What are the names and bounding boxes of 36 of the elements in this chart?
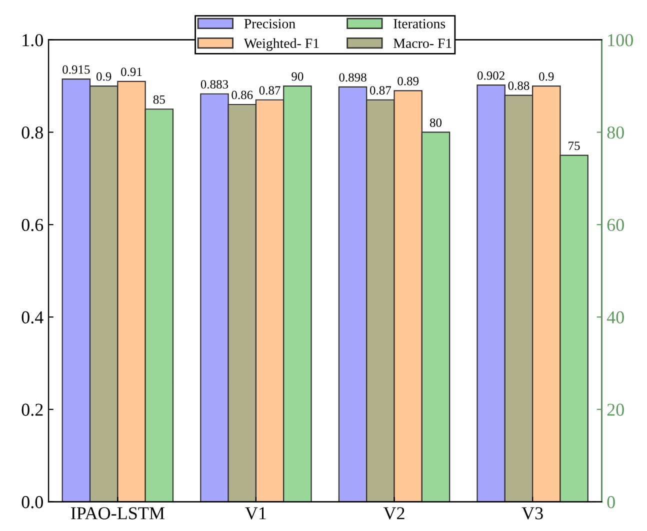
y2-tick-label: 40 — [606, 311, 624, 324]
data-label: 0.88 — [508, 82, 530, 90]
legend-label: Macro- F1 — [394, 38, 452, 48]
data-label: 0.89 — [398, 76, 419, 86]
x-tick-label: V1 — [245, 507, 266, 520]
y-tick-label: 0.8 — [22, 126, 43, 139]
x-tick-label: V3 — [522, 507, 543, 520]
data-label: 0.9 — [96, 72, 112, 81]
y2-tick-label: 100 — [608, 34, 633, 46]
x-tick-label: IPAO-LSTM — [71, 507, 164, 520]
data-label: 0.87 — [259, 86, 280, 95]
data-label: 85 — [153, 95, 165, 104]
legend-label: Iterations — [394, 19, 446, 28]
data-label: 0.87 — [370, 86, 392, 95]
data-label: 90 — [292, 72, 304, 81]
data-label: 0.902 — [477, 71, 504, 80]
data-label: 80 — [430, 118, 442, 127]
y-tick-label: 0.0 — [22, 496, 43, 508]
data-label: 0.883 — [200, 80, 228, 89]
y2-tick-label: 20 — [607, 404, 624, 416]
y-tick-label: 0.4 — [22, 311, 44, 324]
data-label: 75 — [568, 142, 580, 150]
legend-label: Weighted- F1 — [244, 38, 319, 51]
y2-tick-label: 80 — [607, 126, 624, 139]
y2-tick-label: 60 — [607, 218, 624, 232]
y-tick-label: 1.0 — [22, 34, 43, 46]
y-tick-label: 0.6 — [22, 218, 44, 232]
y-tick-label: 0.2 — [22, 404, 43, 416]
data-label: 0.86 — [232, 90, 253, 100]
data-label: 0.898 — [339, 73, 366, 82]
data-label: 0.9 — [539, 72, 554, 81]
x-tick-label: V2 — [383, 507, 404, 520]
legend-label: Precision — [244, 19, 296, 28]
data-label: 0.91 — [121, 68, 142, 76]
data-label: 0.915 — [62, 65, 90, 74]
y2-tick-label: 0 — [607, 496, 615, 508]
